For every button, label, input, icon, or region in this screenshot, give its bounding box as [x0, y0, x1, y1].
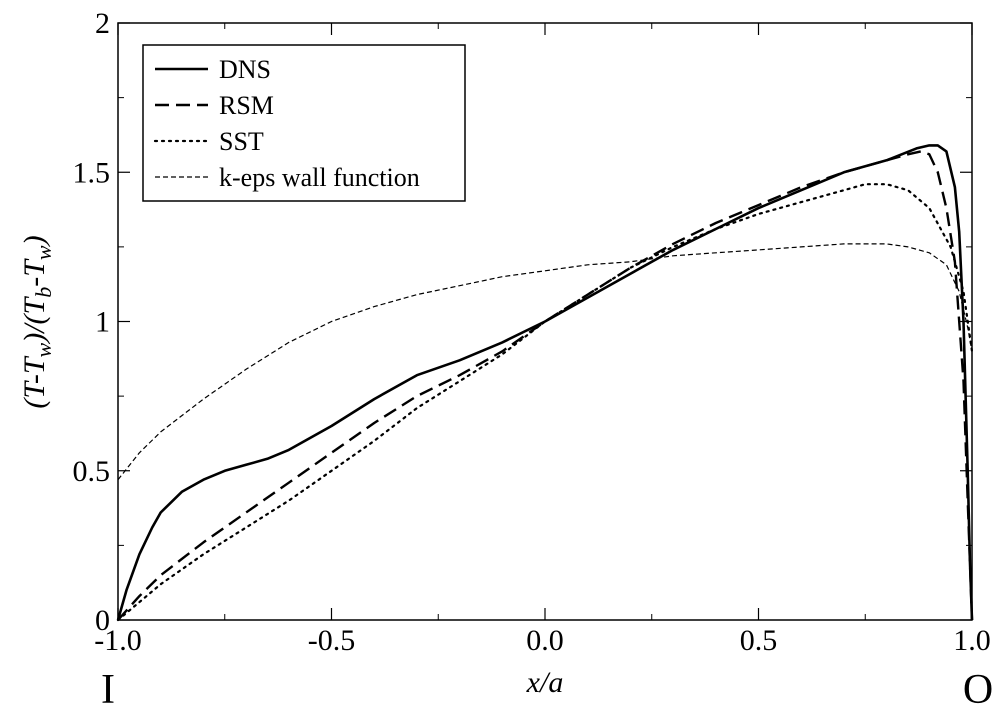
x-axis-title: x/a — [526, 666, 564, 699]
legend-label: DNS — [219, 55, 271, 84]
legend-label: SST — [219, 127, 264, 156]
legend-box — [142, 44, 466, 202]
legend-label: RSM — [219, 91, 274, 120]
x-tick-label: -0.5 — [308, 624, 356, 657]
series-line-sst — [116, 183, 974, 622]
y-tick-label: 2 — [95, 7, 110, 40]
series-line-rsm — [117, 150, 974, 621]
x-tick-label: 1.0 — [953, 624, 991, 657]
y-tick-label: 0.5 — [73, 455, 111, 488]
legend-label: k-eps wall function — [219, 163, 420, 192]
y-tick-label: 1.5 — [73, 156, 111, 189]
outlet-label: O — [963, 667, 993, 711]
y-tick-label: 0 — [95, 604, 110, 637]
y-axis-title: (T-Tw)/(Tb-Tw) — [18, 235, 56, 408]
x-tick-label: -1.0 — [94, 624, 142, 657]
x-tick-label: 0.0 — [526, 624, 564, 657]
inlet-label: I — [101, 667, 115, 711]
series-line-k-eps-wall-function — [117, 243, 973, 481]
series-line-dns — [116, 144, 974, 621]
y-tick-label: 1 — [95, 306, 110, 339]
x-tick-label: 0.5 — [740, 624, 778, 657]
